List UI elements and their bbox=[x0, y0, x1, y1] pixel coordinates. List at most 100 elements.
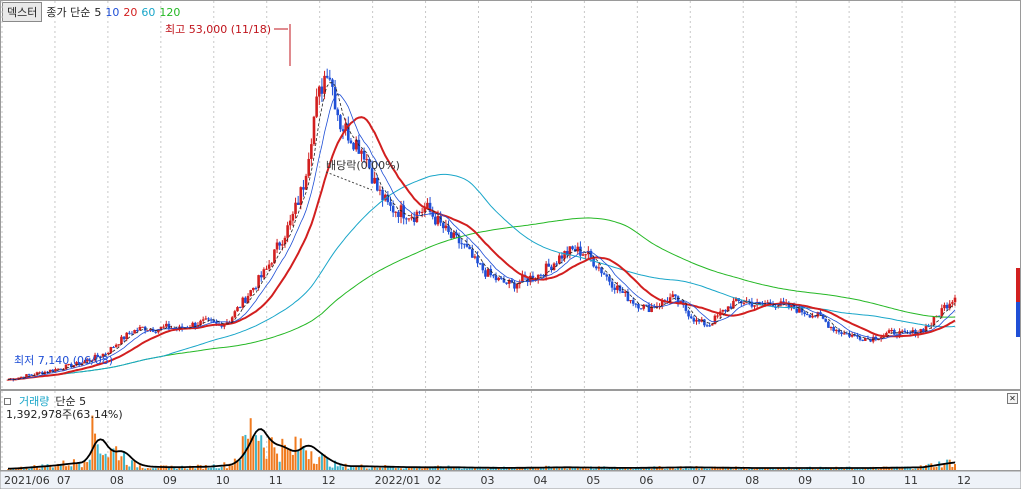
volume-bar bbox=[938, 461, 941, 470]
candle-body bbox=[48, 369, 52, 373]
volume-bar bbox=[458, 467, 461, 470]
volume-bar bbox=[468, 467, 471, 470]
candle-body bbox=[594, 266, 598, 269]
candle-body bbox=[117, 344, 121, 346]
volume-bar bbox=[932, 467, 935, 470]
volume-bar bbox=[444, 468, 447, 470]
candle-body bbox=[209, 319, 213, 321]
volume-bar bbox=[750, 468, 753, 470]
candle-body bbox=[618, 285, 622, 292]
volume-toggle-icon[interactable] bbox=[4, 397, 11, 405]
volume-bar bbox=[592, 468, 595, 470]
candle-body bbox=[257, 275, 260, 289]
candle-body bbox=[88, 359, 92, 361]
candle-body bbox=[732, 300, 735, 309]
candle-body bbox=[647, 304, 651, 312]
volume-bar bbox=[112, 448, 115, 470]
volume-bar bbox=[711, 466, 714, 470]
volume-bar bbox=[415, 468, 418, 470]
volume-bar bbox=[648, 468, 651, 470]
candle-body bbox=[468, 246, 471, 250]
volume-bar bbox=[220, 466, 223, 470]
candle-body bbox=[299, 187, 303, 205]
candle-body bbox=[333, 86, 337, 110]
candle-body bbox=[199, 320, 202, 326]
volume-bar bbox=[877, 468, 880, 470]
volume-bar bbox=[563, 467, 566, 470]
volume-bar bbox=[553, 467, 556, 470]
candle-body bbox=[948, 303, 952, 309]
volume-bar bbox=[368, 468, 371, 470]
candle-body bbox=[763, 303, 767, 305]
volume-bar bbox=[357, 466, 360, 470]
volume-bar bbox=[91, 415, 94, 470]
volume-bar bbox=[144, 468, 147, 470]
candle-body bbox=[484, 270, 487, 277]
candle-body bbox=[536, 274, 540, 280]
candle-body bbox=[827, 321, 830, 328]
volume-bar bbox=[257, 440, 260, 470]
volume-bar bbox=[43, 466, 46, 470]
candle-body bbox=[114, 344, 118, 348]
candle-body bbox=[542, 275, 545, 277]
volume-bar bbox=[371, 467, 374, 470]
volume-bar bbox=[790, 469, 793, 470]
volume-bar bbox=[331, 467, 334, 470]
candle-body bbox=[795, 308, 799, 313]
volume-bar bbox=[328, 466, 331, 470]
volume-bar bbox=[816, 469, 819, 470]
candle-body bbox=[434, 216, 437, 225]
volume-bar bbox=[152, 468, 155, 470]
candle-body bbox=[505, 282, 508, 284]
volume-bar bbox=[249, 418, 252, 470]
volume-bar bbox=[173, 466, 176, 470]
candle-body bbox=[837, 329, 841, 333]
candle-body bbox=[547, 263, 551, 267]
volume-bar bbox=[582, 467, 585, 470]
candle-body bbox=[455, 232, 458, 236]
volume-bar bbox=[30, 466, 33, 470]
candle-body bbox=[54, 369, 57, 372]
volume-bar bbox=[413, 466, 416, 470]
candle-body bbox=[106, 352, 110, 354]
volume-bar bbox=[239, 459, 242, 470]
candle-body bbox=[463, 243, 466, 245]
volume-bar bbox=[579, 468, 582, 470]
candle-body bbox=[776, 305, 780, 308]
candle-body bbox=[296, 202, 300, 205]
candle-body bbox=[365, 159, 369, 161]
volume-bar bbox=[571, 467, 574, 470]
candle-body bbox=[726, 306, 730, 312]
candle-body bbox=[201, 319, 205, 321]
volume-bar bbox=[476, 467, 479, 470]
volume-bar bbox=[215, 468, 218, 470]
candle-body bbox=[286, 225, 289, 238]
candle-body bbox=[56, 368, 60, 370]
volume-bar bbox=[911, 469, 914, 470]
candle-body bbox=[93, 354, 97, 361]
volume-bar bbox=[57, 463, 60, 470]
candle-body bbox=[568, 246, 572, 256]
candle-body bbox=[494, 275, 498, 281]
volume-bar bbox=[83, 461, 86, 470]
candle-body bbox=[141, 326, 144, 328]
volume-bar bbox=[621, 467, 624, 470]
candle-body bbox=[692, 318, 696, 322]
candle-body bbox=[724, 309, 727, 312]
candle-body bbox=[811, 315, 814, 318]
candle-body bbox=[85, 359, 89, 362]
candle-body bbox=[204, 318, 208, 320]
candle-body bbox=[771, 303, 775, 307]
volume-bar bbox=[99, 453, 102, 470]
candle-body bbox=[589, 250, 593, 258]
candle-body bbox=[689, 316, 693, 319]
volume-bar bbox=[115, 446, 118, 470]
volume-bar bbox=[291, 454, 294, 470]
close-icon[interactable]: ✕ bbox=[1007, 393, 1018, 404]
stock-name-tab[interactable]: 덱스터 bbox=[2, 2, 43, 22]
candle-body bbox=[476, 256, 479, 264]
volume-bar bbox=[107, 457, 110, 470]
candle-body bbox=[821, 314, 825, 319]
candle-body bbox=[671, 294, 675, 298]
volume-bar bbox=[595, 467, 598, 470]
